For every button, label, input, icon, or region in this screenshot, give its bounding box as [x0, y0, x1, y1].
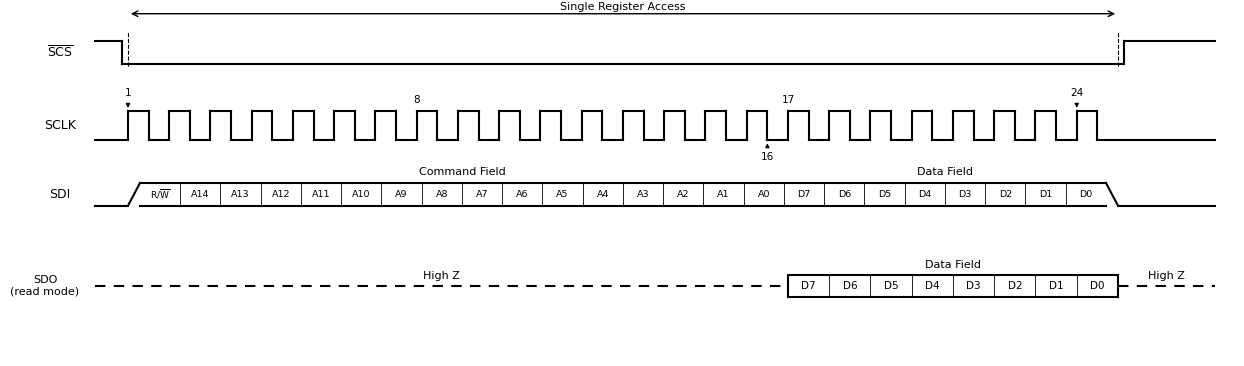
Text: 16: 16 — [761, 152, 774, 162]
Text: D7: D7 — [797, 190, 811, 199]
Text: D6: D6 — [837, 190, 851, 199]
Text: 8: 8 — [413, 95, 420, 105]
Text: A13: A13 — [231, 190, 250, 199]
Text: Data Field: Data Field — [926, 260, 982, 270]
Text: D3: D3 — [967, 281, 982, 291]
Text: 24: 24 — [1070, 88, 1084, 98]
Text: Command Field: Command Field — [419, 167, 505, 177]
Text: D0: D0 — [1090, 281, 1105, 291]
Text: 1: 1 — [124, 88, 132, 98]
Text: D6: D6 — [842, 281, 857, 291]
Text: D1: D1 — [1049, 281, 1064, 291]
Text: Single Register Access: Single Register Access — [560, 2, 685, 12]
Text: Data Field: Data Field — [917, 167, 973, 177]
Text: $\overline{\mathrm{SCS}}$: $\overline{\mathrm{SCS}}$ — [47, 45, 73, 60]
Text: D0: D0 — [1080, 190, 1092, 199]
Text: A7: A7 — [476, 190, 489, 199]
Text: A9: A9 — [396, 190, 408, 199]
Text: R/$\overline{\mathrm{W}}$: R/$\overline{\mathrm{W}}$ — [151, 188, 170, 201]
Text: D3: D3 — [958, 190, 972, 199]
Text: High Z: High Z — [1148, 271, 1186, 281]
Text: SCLK: SCLK — [44, 119, 76, 132]
Text: A14: A14 — [192, 190, 210, 199]
Text: A4: A4 — [597, 190, 610, 199]
Text: High Z: High Z — [423, 271, 460, 281]
Text: A8: A8 — [435, 190, 448, 199]
Text: D4: D4 — [926, 281, 939, 291]
Text: A2: A2 — [677, 190, 689, 199]
Text: D5: D5 — [878, 190, 891, 199]
Text: A0: A0 — [758, 190, 770, 199]
Bar — [787, 275, 1118, 297]
Text: 17: 17 — [781, 95, 795, 105]
Text: A10: A10 — [352, 190, 371, 199]
Text: D2: D2 — [999, 190, 1013, 199]
Text: A12: A12 — [271, 190, 290, 199]
Text: SDI: SDI — [50, 188, 71, 201]
Text: SDO
(read mode): SDO (read mode) — [10, 275, 80, 297]
Text: D5: D5 — [883, 281, 898, 291]
Text: A1: A1 — [718, 190, 730, 199]
Text: D4: D4 — [918, 190, 932, 199]
Text: A5: A5 — [556, 190, 569, 199]
Text: D1: D1 — [1039, 190, 1052, 199]
Text: A3: A3 — [637, 190, 649, 199]
Text: D7: D7 — [801, 281, 816, 291]
Text: A11: A11 — [312, 190, 331, 199]
Text: D2: D2 — [1008, 281, 1023, 291]
Text: A6: A6 — [516, 190, 529, 199]
